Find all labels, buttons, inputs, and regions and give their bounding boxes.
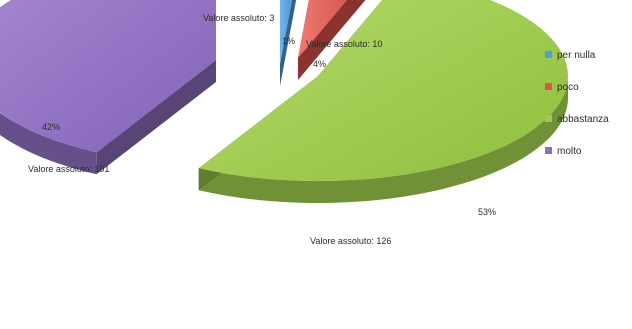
absolute-value-label-abbastanza: Valore assoluto: 126 <box>310 236 391 246</box>
slice-poco <box>298 0 366 80</box>
slice-abbastanza <box>198 0 568 203</box>
slice-top-per_nulla <box>280 0 292 64</box>
slice-top-molto <box>0 0 216 153</box>
legend-label-per_nulla: per nulla <box>557 50 596 61</box>
percent-label-abbastanza: 53% <box>478 207 496 217</box>
legend-label-abbastanza: abbastanza <box>557 114 609 125</box>
slice-molto <box>0 0 216 175</box>
legend-swatch-abbastanza <box>545 115 552 122</box>
absolute-value-label-molto: Valore assoluto: 101 <box>28 164 109 174</box>
absolute-value-label-per_nulla: Valore assoluto: 3 <box>203 13 274 23</box>
legend-swatch-molto <box>545 147 552 154</box>
percent-label-poco: 4% <box>313 59 326 69</box>
slice-per_nulla <box>280 0 297 86</box>
legend-label-molto: molto <box>557 146 582 157</box>
absolute-value-label-poco: Valore assoluto: 10 <box>306 39 382 49</box>
legend-label-poco: poco <box>557 82 579 93</box>
slice-top-poco <box>298 0 347 58</box>
slice-wall-abbastanza <box>198 76 568 203</box>
percent-label-molto: 42% <box>42 122 60 132</box>
slice-top-abbastanza <box>198 0 568 181</box>
slice-side-molto-0 <box>96 60 216 175</box>
legend-swatch-per_nulla <box>545 51 552 58</box>
legend-swatch-poco <box>545 83 552 90</box>
percent-label-per_nulla: 1% <box>282 36 295 46</box>
slice-wall-molto <box>0 112 97 175</box>
